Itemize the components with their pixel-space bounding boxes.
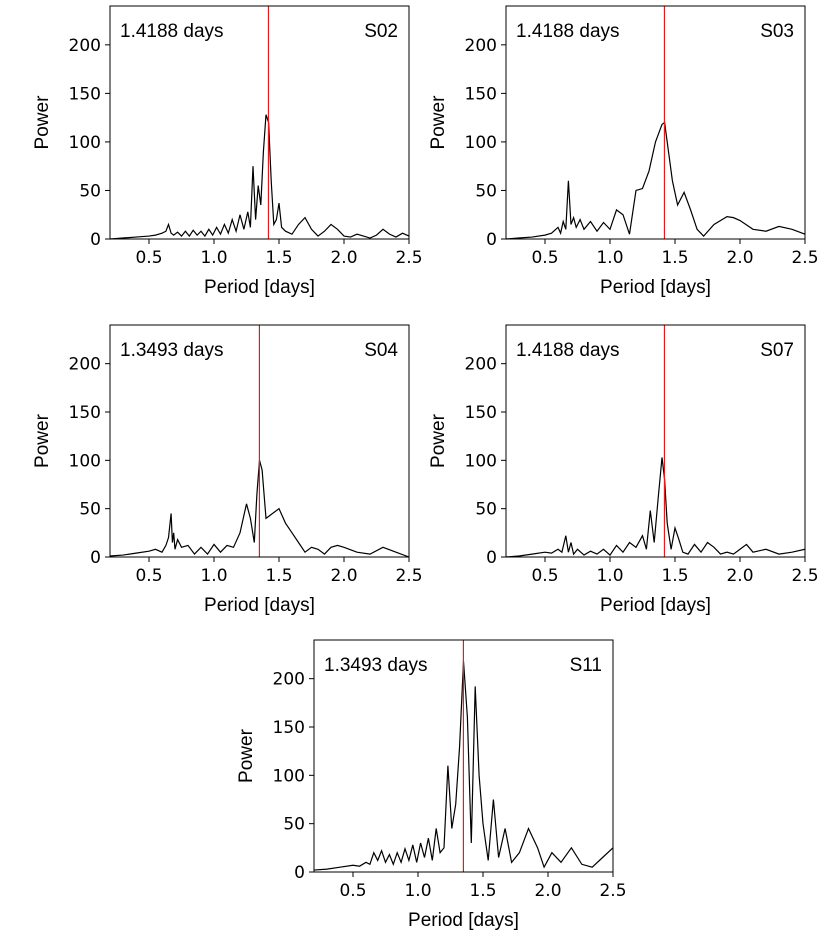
y-tick-label: 50 <box>79 500 101 520</box>
x-tick-label: 2.0 <box>726 566 753 586</box>
panel-s07: 0.5 1.0 1.5 2.0 2.5 0 50 100 150 200 Period [days]… <box>428 324 819 616</box>
x-tick-label: 1.5 <box>265 566 292 586</box>
x-tick-label: 0.5 <box>135 566 162 586</box>
x-tick-label: 0.5 <box>531 566 558 586</box>
power-series-line <box>505 457 806 558</box>
y-tick-label: 200 <box>69 355 101 375</box>
x-tick-label: 2.0 <box>726 248 753 268</box>
axes-frame <box>109 324 410 558</box>
x-axis-label: Period [days] <box>204 595 315 616</box>
y-axis-label: Power <box>32 413 53 468</box>
y-axis-label: Power <box>236 728 257 783</box>
sector-label: S03 <box>760 21 794 42</box>
y-tick-label: 100 <box>69 133 101 153</box>
panel-s11: 0.5 1.0 1.5 2.0 2.5 0 50 100 150 200 Period [days]… <box>236 639 627 931</box>
x-tick-label: 1.0 <box>200 566 227 586</box>
x-tick-label: 2.5 <box>599 881 626 901</box>
y-tick-label: 100 <box>465 133 497 153</box>
power-series-line <box>109 460 410 558</box>
x-tick-label: 1.5 <box>661 566 688 586</box>
y-tick-label: 50 <box>475 500 497 520</box>
period-annotation: 1.4188 days <box>516 21 620 42</box>
y-tick-label: 0 <box>90 230 101 250</box>
y-tick-label: 100 <box>69 451 101 471</box>
y-tick-label: 200 <box>69 36 101 56</box>
y-tick-label: 50 <box>475 181 497 201</box>
y-tick-label: 0 <box>90 548 101 568</box>
x-axis-label: Period [days] <box>600 277 711 298</box>
axes-frame <box>313 639 614 873</box>
sector-label: S02 <box>364 21 398 42</box>
axes-frame <box>109 5 410 240</box>
period-annotation: 1.3493 days <box>120 340 224 361</box>
y-tick-label: 200 <box>273 670 305 690</box>
sector-label: S04 <box>364 340 398 361</box>
y-tick-label: 0 <box>486 230 497 250</box>
x-tick-label: 1.0 <box>404 881 431 901</box>
y-axis-label: Power <box>32 95 53 150</box>
power-series-line <box>505 121 806 240</box>
period-annotation: 1.4188 days <box>120 21 224 42</box>
x-tick-label: 1.5 <box>265 248 292 268</box>
y-tick-label: 0 <box>486 548 497 568</box>
period-annotation: 1.3493 days <box>324 655 428 676</box>
x-tick-label: 2.5 <box>395 566 422 586</box>
x-axis-label: Period [days] <box>204 277 315 298</box>
panel-s02: 0.5 1.0 1.5 2.0 2.5 0 50 100 150 200 Period [days]… <box>32 5 423 298</box>
y-tick-label: 150 <box>69 403 101 423</box>
x-tick-label: 2.0 <box>330 248 357 268</box>
axes-frame <box>505 5 806 240</box>
y-tick-label: 150 <box>69 84 101 104</box>
power-series-line <box>313 661 614 871</box>
sector-label: S07 <box>760 340 794 361</box>
y-tick-label: 50 <box>79 181 101 201</box>
y-tick-label: 200 <box>465 355 497 375</box>
x-tick-label: 0.5 <box>339 881 366 901</box>
y-tick-label: 50 <box>283 815 305 835</box>
x-tick-label: 1.5 <box>661 248 688 268</box>
period-annotation: 1.4188 days <box>516 340 620 361</box>
x-tick-label: 1.0 <box>200 248 227 268</box>
y-tick-label: 0 <box>294 863 305 883</box>
x-axis-label: Period [days] <box>600 595 711 616</box>
x-tick-label: 1.0 <box>596 566 623 586</box>
x-tick-label: 2.0 <box>534 881 561 901</box>
x-tick-label: 2.0 <box>330 566 357 586</box>
x-tick-label: 2.5 <box>791 248 818 268</box>
panel-s04: 0.5 1.0 1.5 2.0 2.5 0 50 100 150 200 Period [days]… <box>32 324 423 616</box>
y-tick-label: 200 <box>465 36 497 56</box>
y-axis-label: Power <box>428 413 449 468</box>
x-tick-label: 1.0 <box>596 248 623 268</box>
y-axis-label: Power <box>428 95 449 150</box>
x-tick-label: 0.5 <box>531 248 558 268</box>
sector-label: S11 <box>570 655 602 676</box>
y-tick-label: 100 <box>273 766 305 786</box>
x-tick-label: 2.5 <box>791 566 818 586</box>
axes-frame <box>505 324 806 558</box>
power-series-line <box>109 114 410 240</box>
y-tick-label: 100 <box>465 451 497 471</box>
y-tick-label: 150 <box>273 718 305 738</box>
panel-s03: 0.5 1.0 1.5 2.0 2.5 0 50 100 150 200 Period [days]… <box>428 5 819 298</box>
x-tick-label: 1.5 <box>469 881 496 901</box>
x-tick-label: 2.5 <box>395 248 422 268</box>
x-axis-label: Period [days] <box>408 910 519 931</box>
x-tick-label: 0.5 <box>135 248 162 268</box>
y-tick-label: 150 <box>465 403 497 423</box>
y-tick-label: 150 <box>465 84 497 104</box>
